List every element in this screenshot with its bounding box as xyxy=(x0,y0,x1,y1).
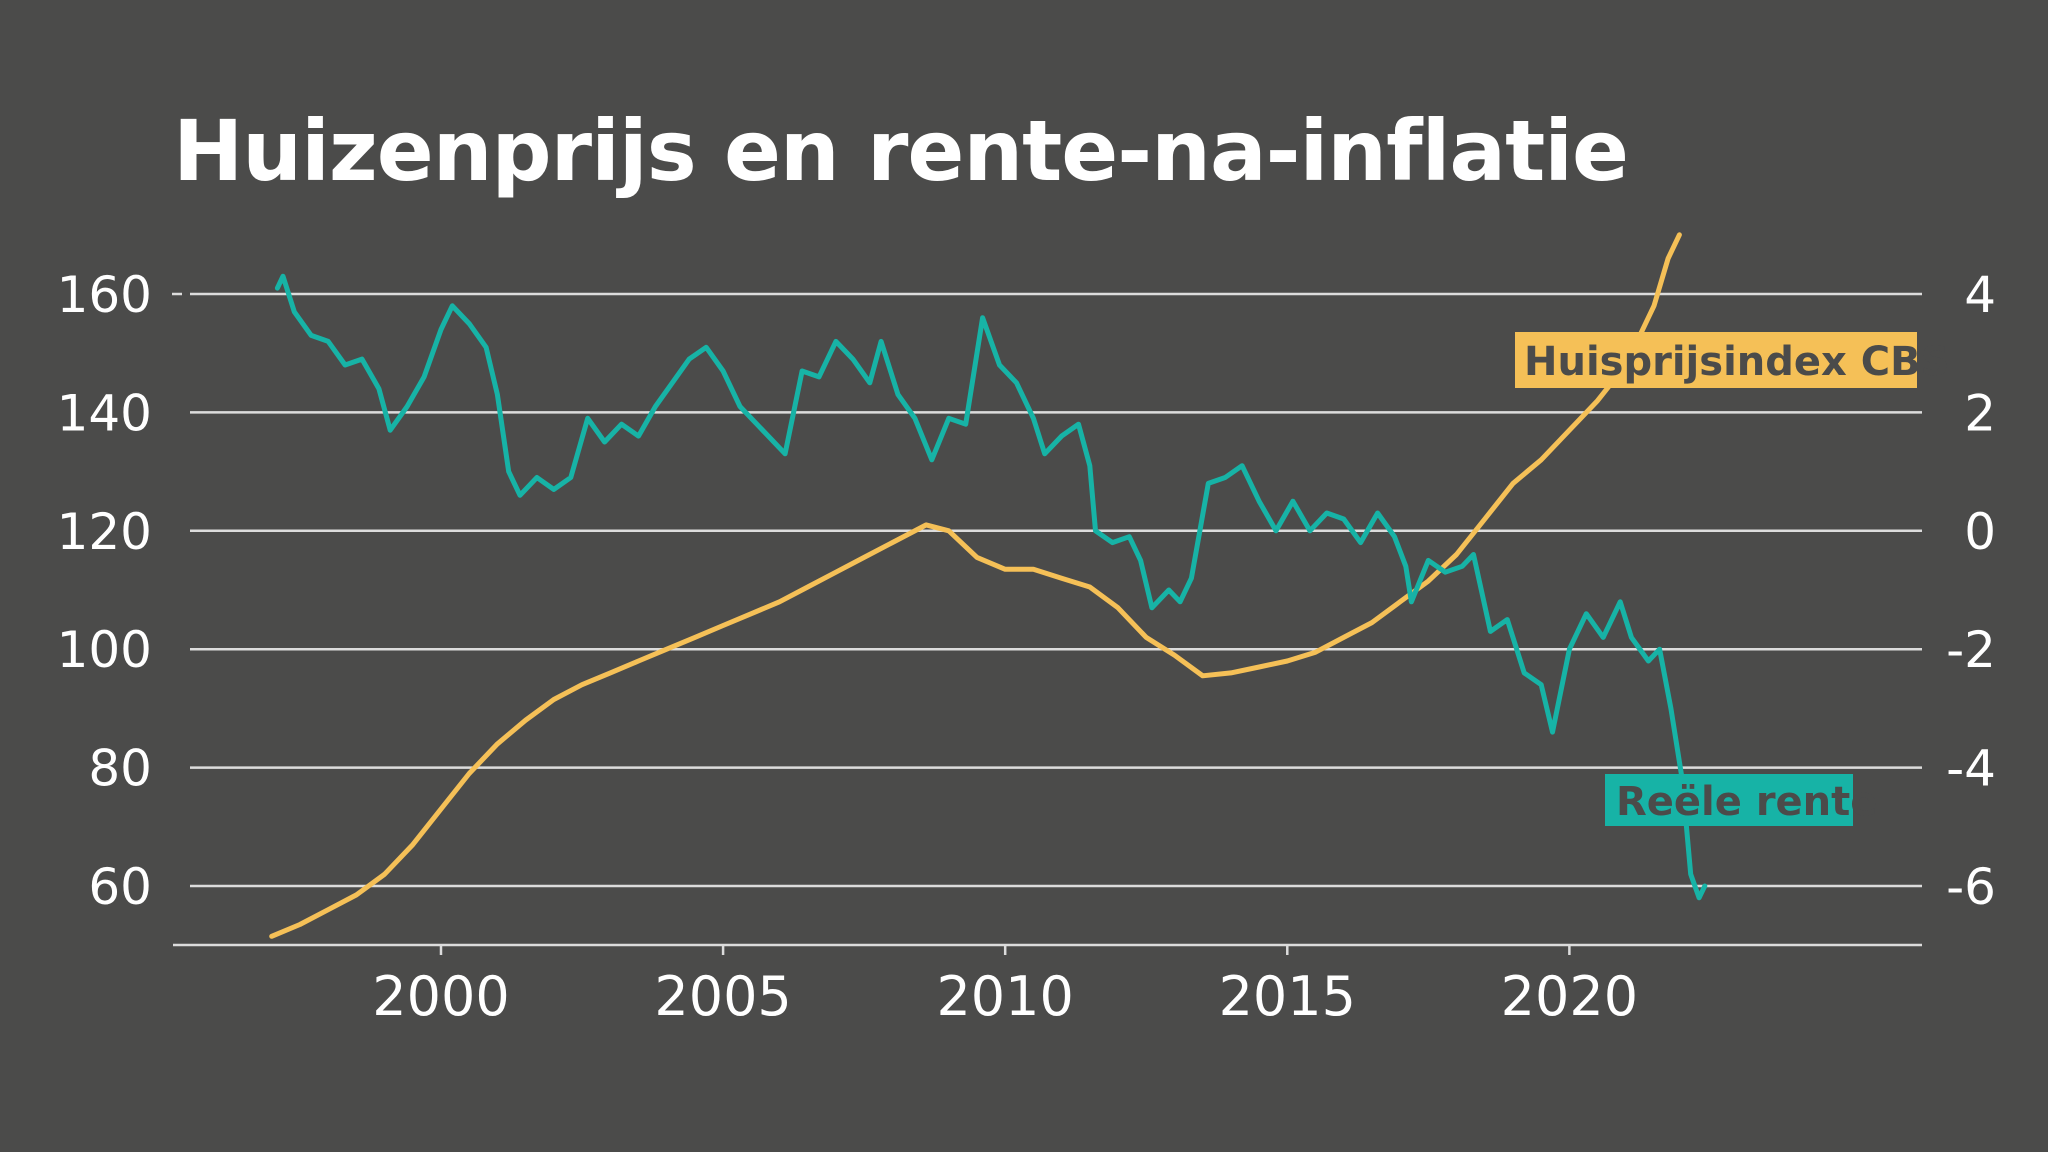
left-tick-label: 140 xyxy=(57,384,152,442)
x-axis-ticks: 2000 2005 2010 2015 2020 xyxy=(372,945,1638,1028)
legend-huisprijs-box xyxy=(1515,332,1917,388)
gridlines xyxy=(172,292,1922,947)
right-tick-label: 4 xyxy=(1964,266,1996,324)
right-axis-ticks: 4 2 0 -2 -4 -6 xyxy=(1946,266,1996,916)
legend-rente-box xyxy=(1605,774,1853,826)
right-tick-label: -2 xyxy=(1946,621,1996,679)
legend-huisprijs-label: Huisprijsindex CBS xyxy=(1524,339,1949,385)
left-tick-label: 120 xyxy=(57,503,152,561)
right-tick-label: -6 xyxy=(1946,858,1996,916)
x-tick-label: 2000 xyxy=(372,965,509,1028)
legend-rente-label: Reële rente xyxy=(1616,779,1877,825)
legend-rente: Reële rente xyxy=(1605,774,1877,826)
series-lines xyxy=(269,232,1708,939)
x-tick-label: 2010 xyxy=(936,965,1073,1028)
left-tick-label: 80 xyxy=(88,740,152,798)
legend-huisprijs: Huisprijsindex CBS xyxy=(1515,332,1949,388)
left-tick-label: 60 xyxy=(88,858,152,916)
left-tick-label: 160 xyxy=(57,266,152,324)
right-tick-label: 2 xyxy=(1964,384,1996,442)
left-tick-label: 100 xyxy=(57,621,152,679)
left-axis-ticks: 160 140 120 100 80 60 xyxy=(57,266,152,916)
x-tick-label: 2020 xyxy=(1501,965,1638,1028)
series-line-huisprijsindex xyxy=(269,232,1682,939)
x-tick-label: 2005 xyxy=(654,965,791,1028)
series-line-reele-rente xyxy=(274,273,1708,901)
right-tick-label: -4 xyxy=(1946,740,1996,798)
chart-title: Huizenprijs en rente-na-inflatie xyxy=(173,102,1628,200)
right-tick-label: 0 xyxy=(1964,503,1996,561)
x-tick-label: 2015 xyxy=(1219,965,1356,1028)
